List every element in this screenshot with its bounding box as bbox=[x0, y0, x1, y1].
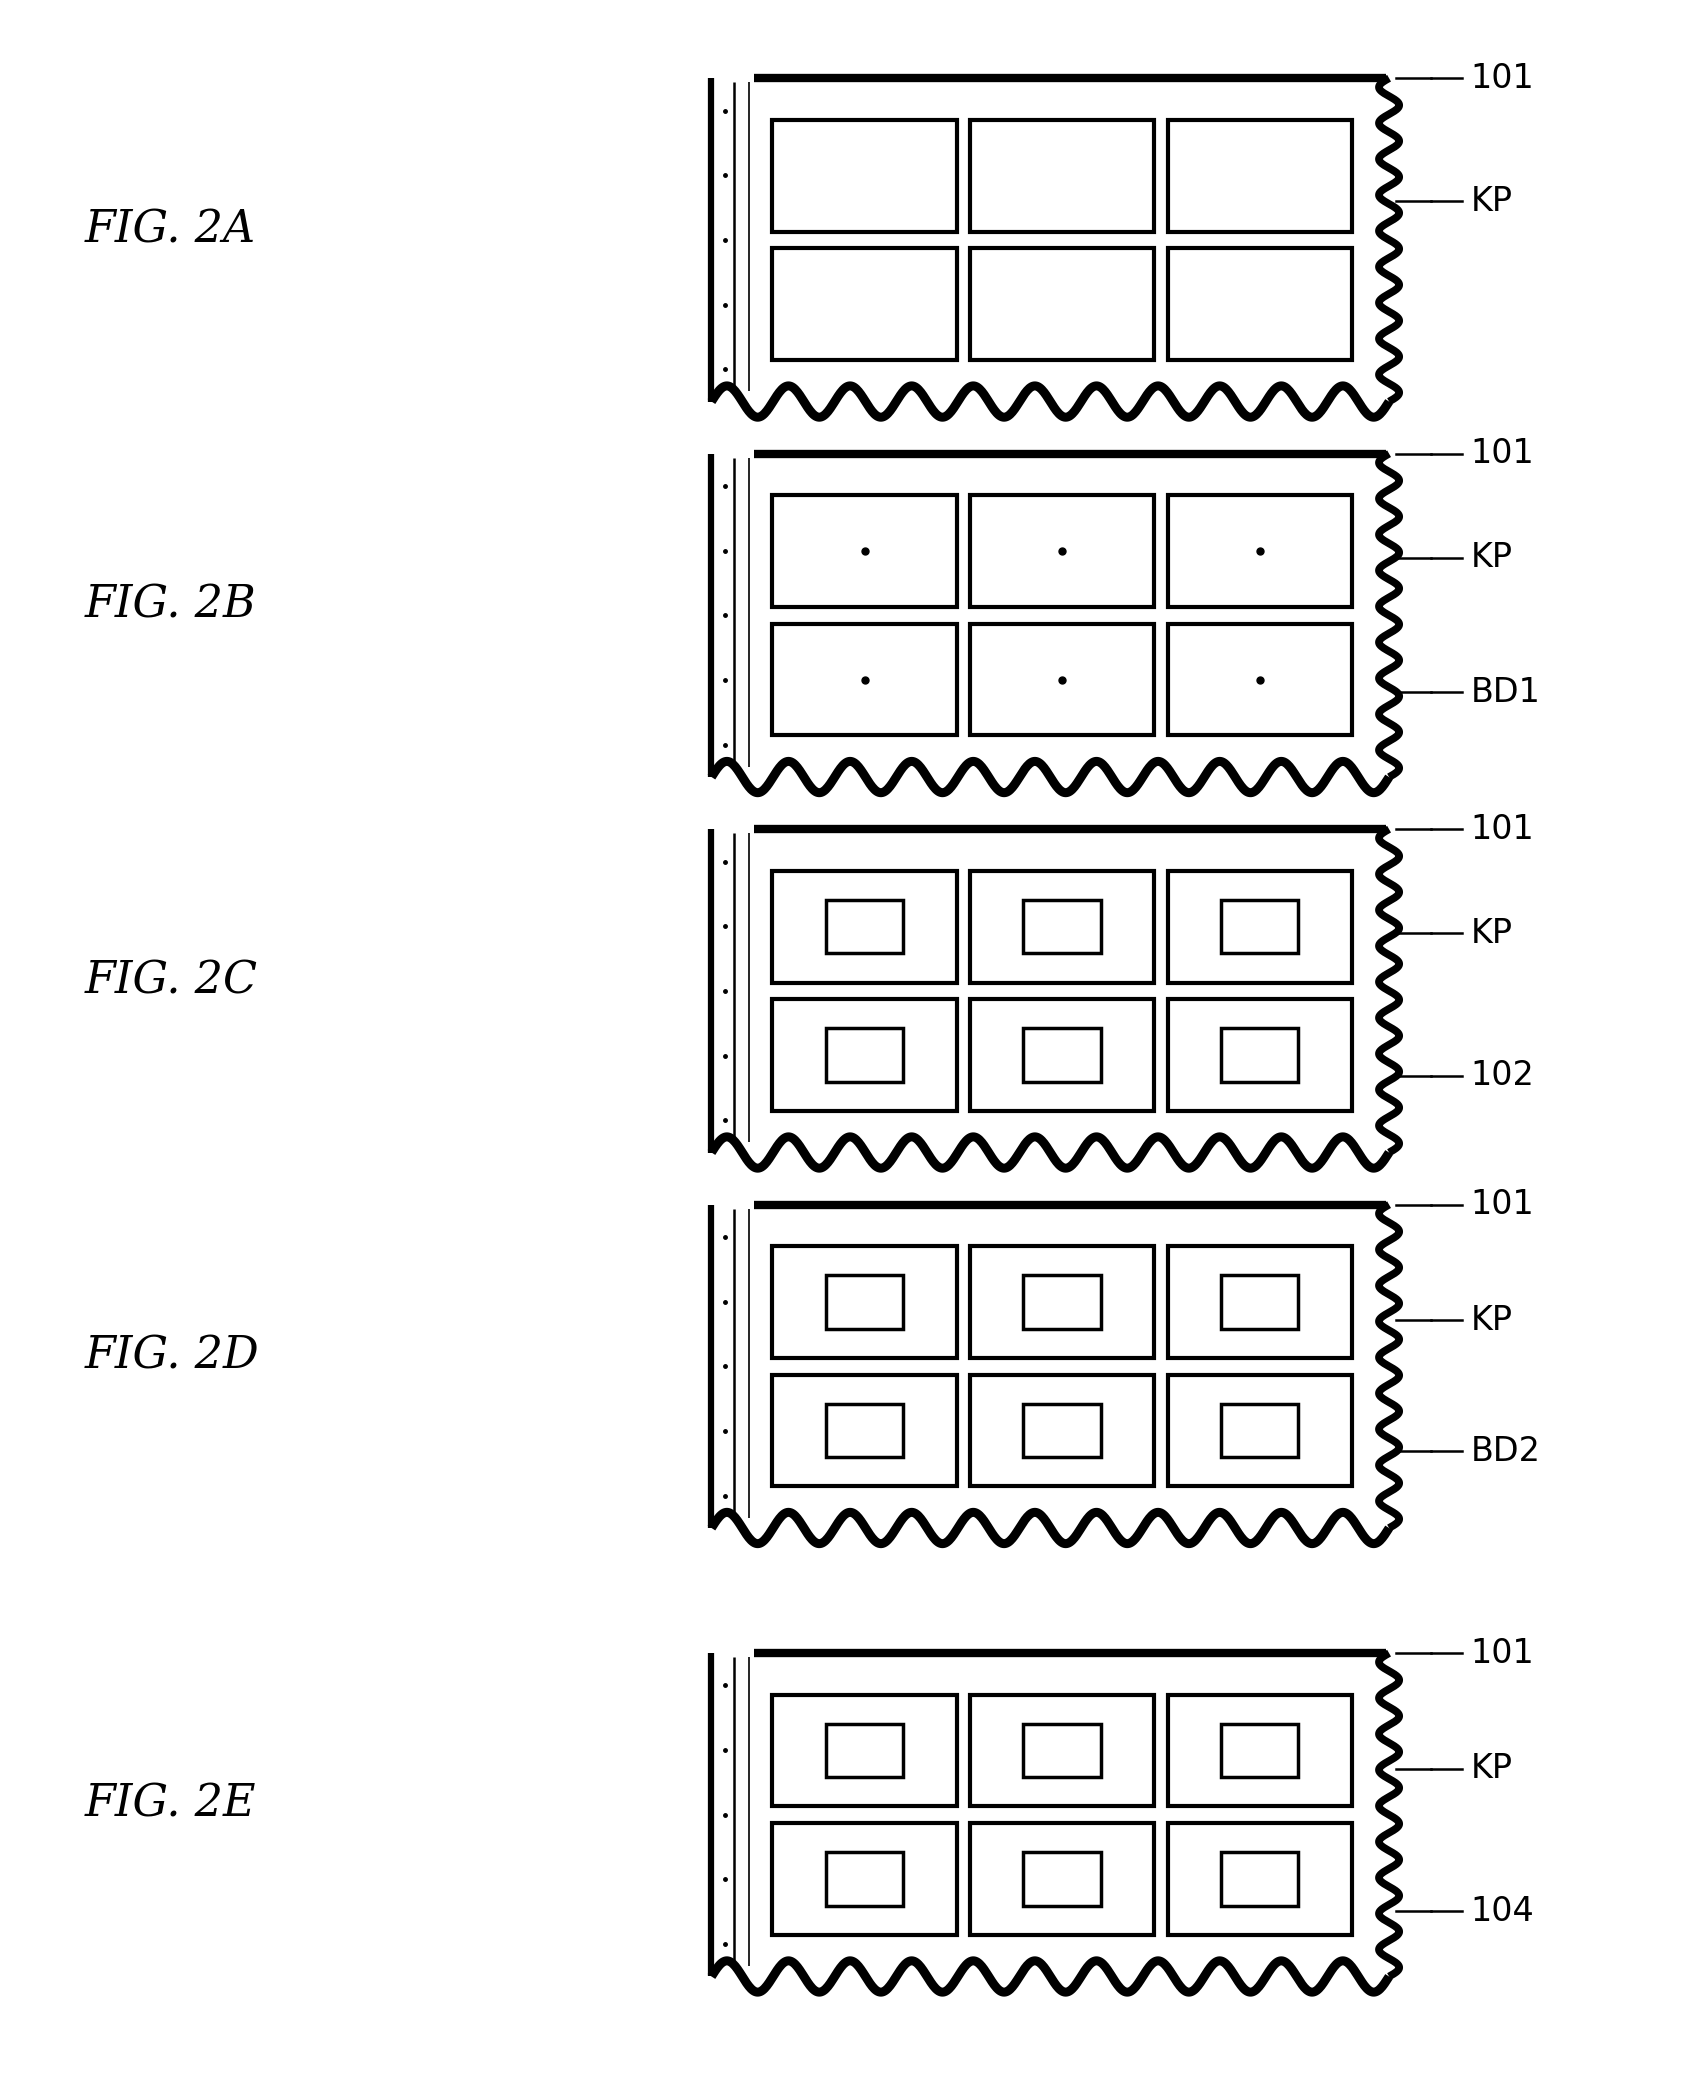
Text: FIG. 2D: FIG. 2D bbox=[85, 1335, 259, 1377]
Text: BD2: BD2 bbox=[1470, 1435, 1540, 1469]
Polygon shape bbox=[711, 1206, 1389, 1529]
Text: FIG. 2A: FIG. 2A bbox=[85, 209, 256, 250]
Text: 101: 101 bbox=[1470, 814, 1535, 845]
Text: KP: KP bbox=[1470, 186, 1513, 217]
Text: 101: 101 bbox=[1470, 1638, 1535, 1669]
Text: FIG. 2B: FIG. 2B bbox=[85, 584, 256, 626]
Text: KP: KP bbox=[1470, 1752, 1513, 1786]
Polygon shape bbox=[711, 77, 1389, 403]
Text: KP: KP bbox=[1470, 540, 1513, 574]
Polygon shape bbox=[711, 455, 1389, 778]
Text: 101: 101 bbox=[1470, 438, 1535, 469]
Text: FIG. 2E: FIG. 2E bbox=[85, 1784, 256, 1825]
Text: 102: 102 bbox=[1470, 1060, 1535, 1093]
Text: BD1: BD1 bbox=[1470, 676, 1540, 709]
Polygon shape bbox=[711, 1652, 1389, 1978]
Text: 101: 101 bbox=[1470, 63, 1535, 94]
Text: KP: KP bbox=[1470, 1304, 1513, 1337]
Polygon shape bbox=[711, 828, 1389, 1151]
Text: FIG. 2C: FIG. 2C bbox=[85, 960, 257, 1001]
Text: KP: KP bbox=[1470, 916, 1513, 949]
Text: 104: 104 bbox=[1470, 1894, 1535, 1927]
Text: 101: 101 bbox=[1470, 1189, 1535, 1220]
